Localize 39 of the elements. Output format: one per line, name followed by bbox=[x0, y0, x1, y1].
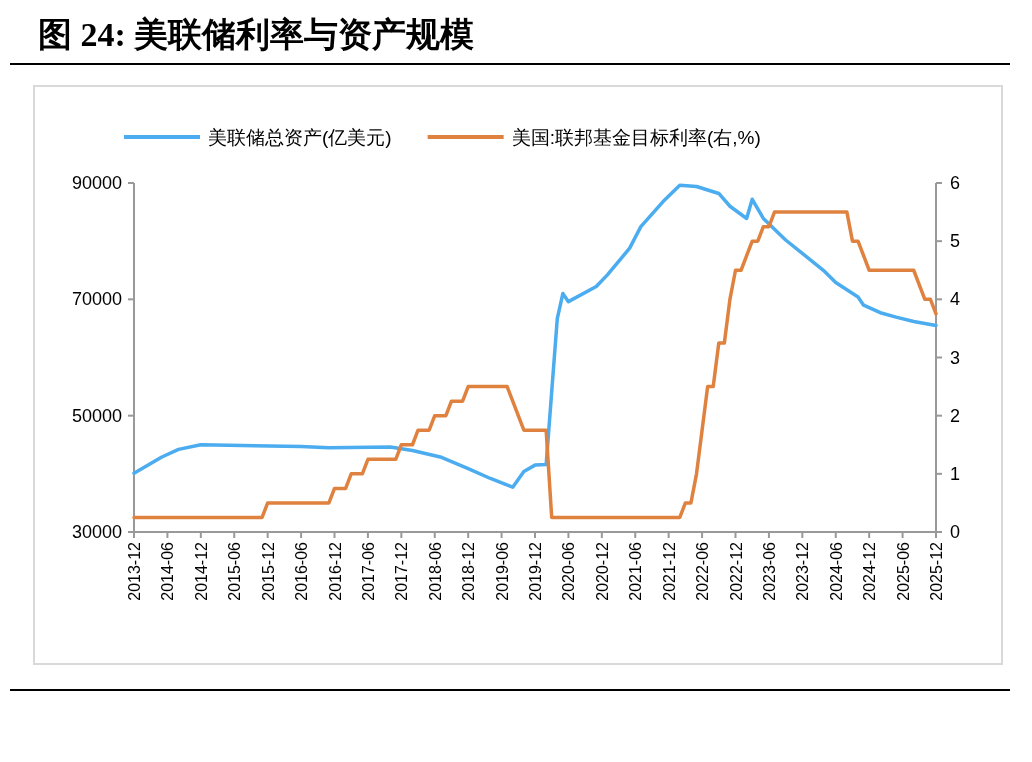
y2-tick-label: 6 bbox=[950, 173, 961, 193]
x-tick-label: 2015-12 bbox=[259, 541, 277, 601]
x-tick-label: 2021-06 bbox=[627, 541, 645, 601]
x-tick-label: 2024-06 bbox=[827, 541, 845, 601]
x-tick-label: 2013-12 bbox=[126, 541, 143, 601]
x-tick-label: 2022-06 bbox=[694, 541, 712, 601]
x-tick-label: 2020-06 bbox=[560, 541, 578, 601]
x-tick-label: 2014-12 bbox=[192, 541, 210, 601]
y-tick-label: 50000 bbox=[71, 405, 122, 426]
y2-tick-label: 0 bbox=[950, 522, 961, 542]
x-tick-label: 2020-12 bbox=[593, 541, 611, 601]
y2-tick-label: 5 bbox=[950, 231, 961, 252]
x-tick-label: 2017-12 bbox=[393, 541, 411, 601]
x-tick-label: 2017-06 bbox=[359, 541, 377, 601]
legend-label: 美联储总资产(亿美元) bbox=[208, 127, 392, 148]
x-tick-label: 2016-12 bbox=[326, 541, 344, 601]
x-tick-label: 2024-12 bbox=[861, 541, 879, 601]
x-tick-label: 2023-12 bbox=[794, 541, 812, 601]
x-tick-label: 2025-12 bbox=[928, 541, 945, 601]
x-tick-label: 2018-12 bbox=[460, 541, 478, 601]
x-tick-label: 2021-12 bbox=[660, 541, 678, 601]
x-tick-label: 2015-06 bbox=[226, 541, 244, 601]
x-tick-label: 2023-06 bbox=[760, 541, 778, 601]
y2-tick-label: 4 bbox=[950, 289, 961, 310]
x-tick-label: 2014-06 bbox=[159, 541, 177, 601]
y-tick-label: 30000 bbox=[71, 522, 122, 542]
x-tick-label: 2016-06 bbox=[293, 541, 311, 601]
x-tick-label: 2018-06 bbox=[426, 541, 444, 601]
legend-label: 美国:联邦基金目标利率(右,%) bbox=[511, 127, 761, 148]
chart-title: 图 24: 美联储利率与资产规模 bbox=[38, 16, 475, 53]
y2-tick-label: 2 bbox=[950, 405, 961, 426]
y2-tick-label: 1 bbox=[950, 463, 961, 484]
x-tick-label: 2022-12 bbox=[727, 541, 745, 601]
y-tick-label: 90000 bbox=[71, 173, 122, 193]
x-tick-label: 2025-06 bbox=[894, 541, 912, 601]
y2-tick-label: 3 bbox=[950, 347, 961, 368]
y-tick-label: 70000 bbox=[71, 289, 122, 310]
x-tick-label: 2019-06 bbox=[493, 541, 511, 601]
x-tick-label: 2019-12 bbox=[527, 541, 544, 601]
